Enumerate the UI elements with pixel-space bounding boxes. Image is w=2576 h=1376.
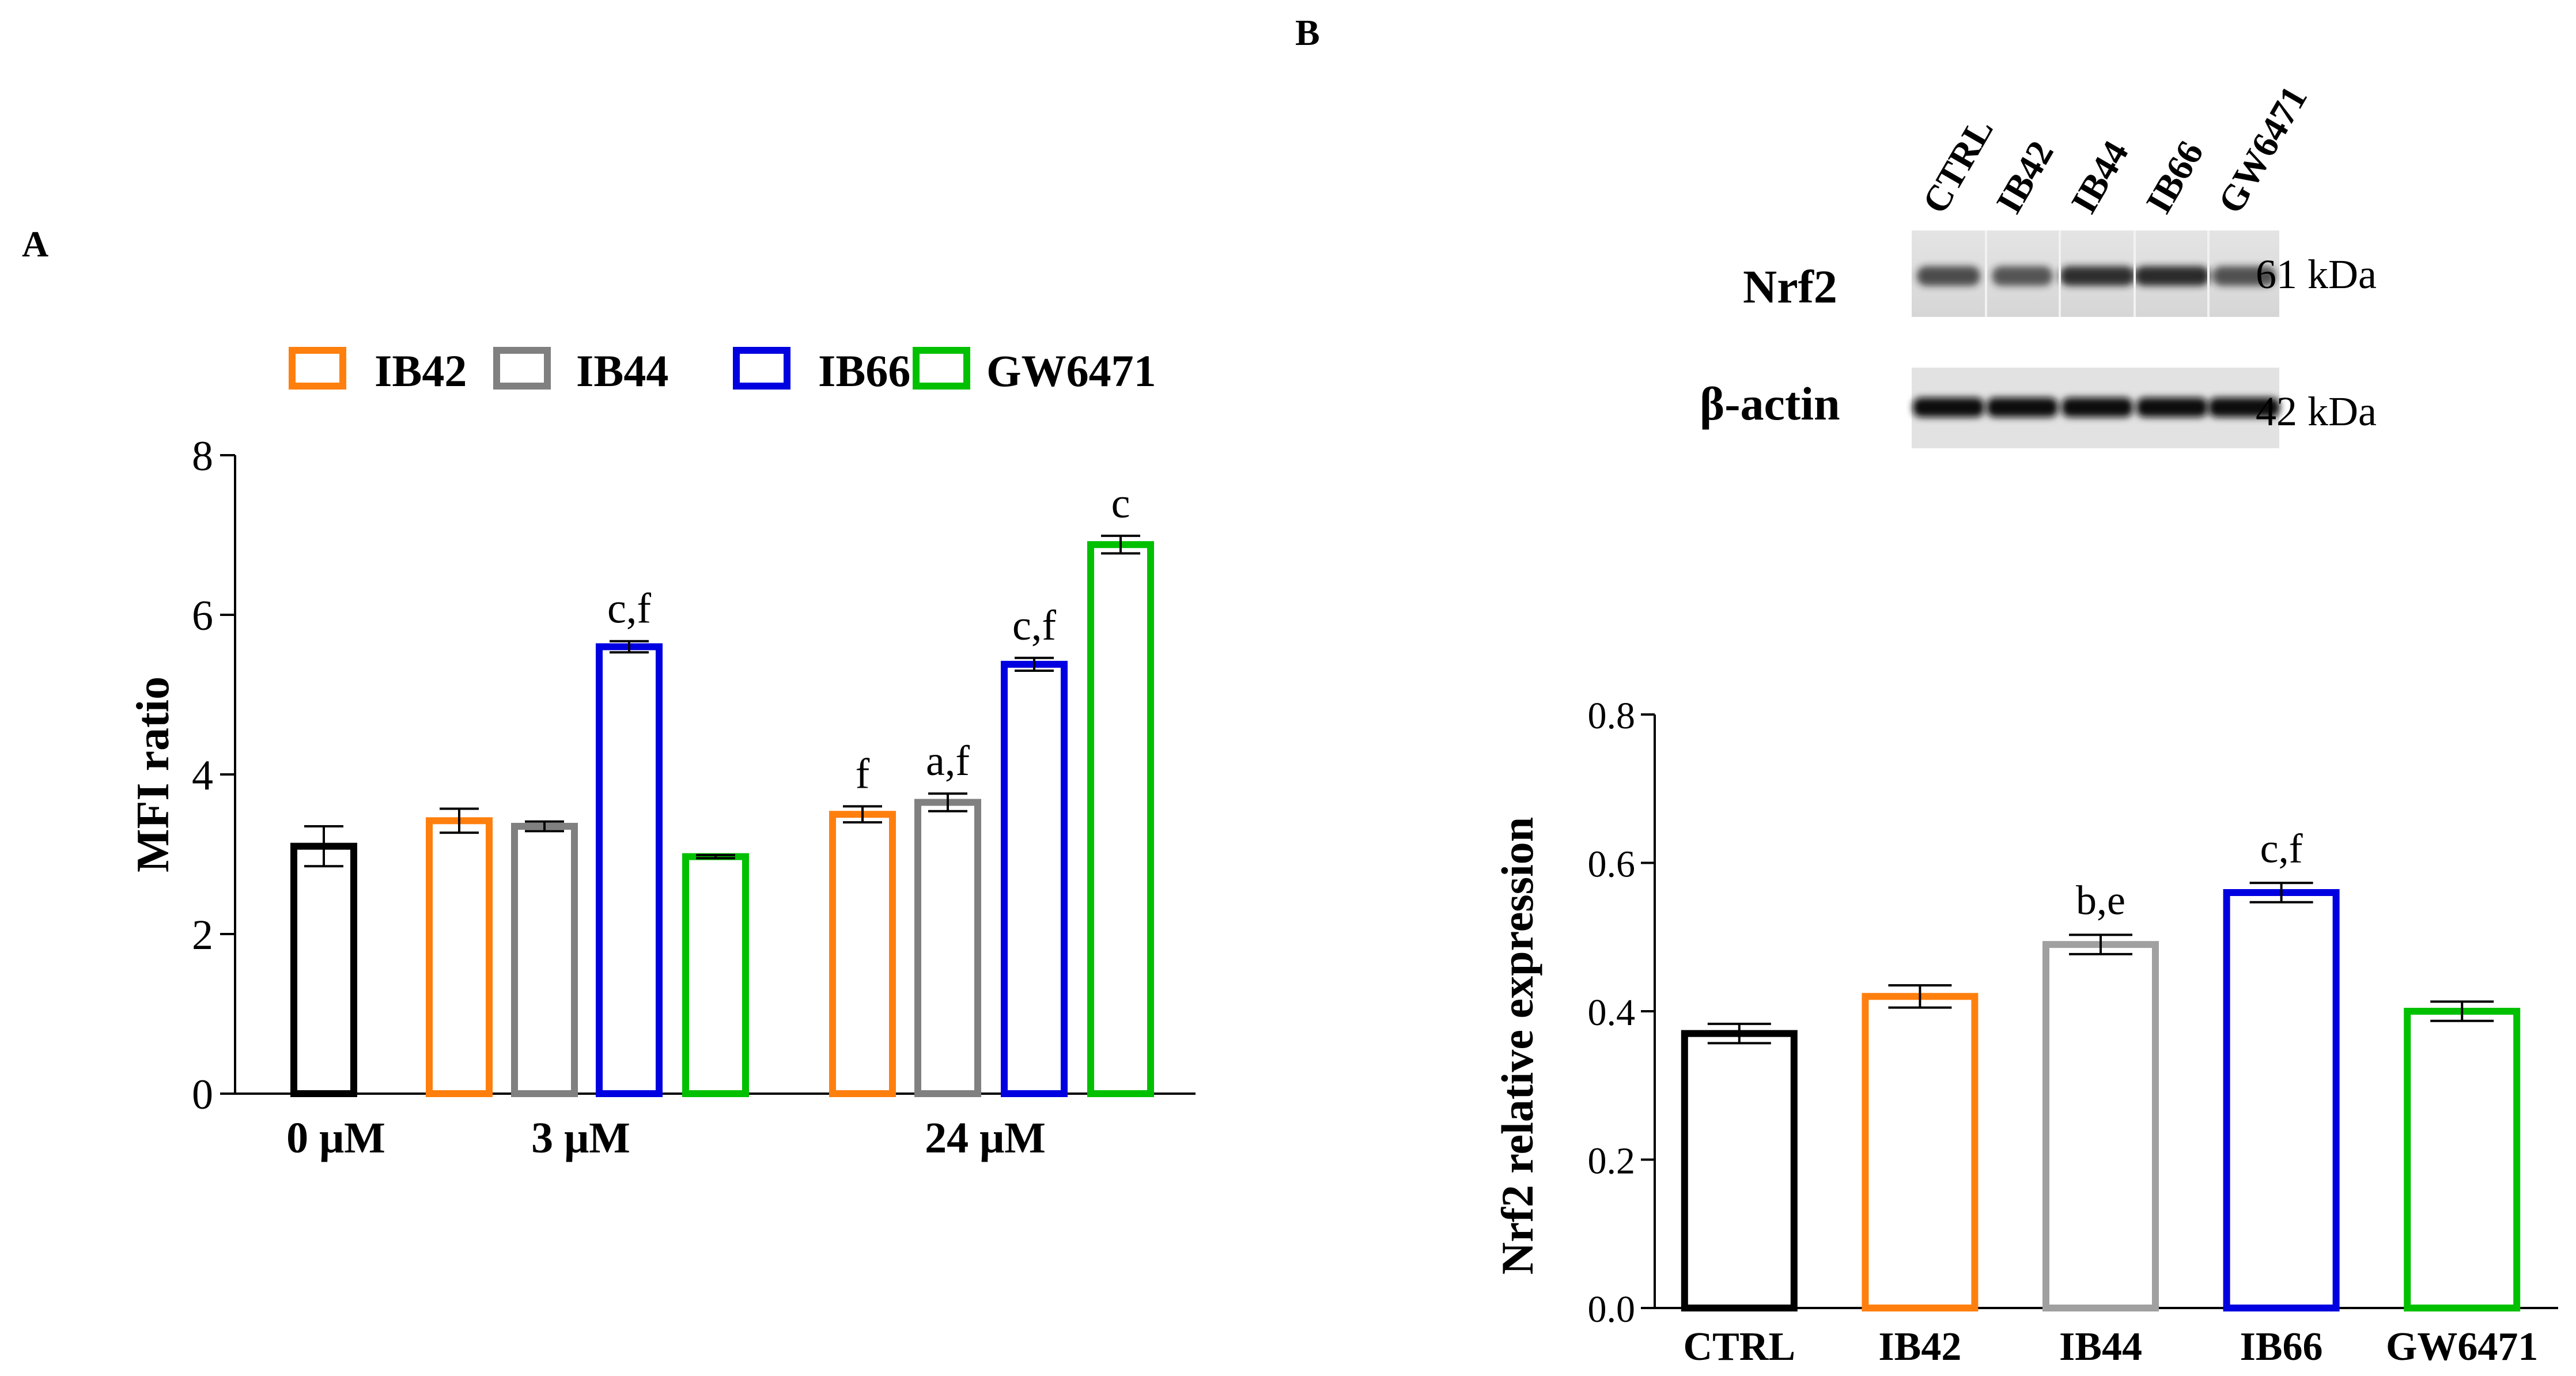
a-y-tick-label: 6	[192, 592, 213, 640]
blot-size-actin: 42 kDa	[2256, 388, 2377, 434]
a-bar-annotation: c,f	[607, 585, 651, 633]
a-bar-annotation: c,f	[1012, 602, 1056, 649]
a-y-axis-label: MFI ratio	[128, 676, 179, 872]
b-y-tick-label: 0.0	[1588, 1288, 1636, 1330]
a-bar-2-0	[829, 811, 896, 1097]
a-y-tick-label: 4	[192, 752, 213, 799]
b-x-tick-label: IB44	[2059, 1325, 2142, 1369]
blot-band-actin	[1913, 398, 1984, 417]
blot-row-label-actin: β-actin	[1700, 377, 1840, 430]
a-bar-2-1	[914, 799, 981, 1097]
b-x-tick-label: CTRL	[1684, 1325, 1795, 1369]
a-bar-1-0	[426, 817, 493, 1097]
b-x-tick-label: GW6471	[2386, 1325, 2538, 1369]
b-y-tick-label: 0.4	[1588, 992, 1636, 1034]
blot-lane-label: IB66	[2138, 134, 2211, 220]
a-bar-0-0	[290, 842, 357, 1098]
a-bar-1-3	[682, 853, 749, 1098]
a-bar-annotation: c	[1111, 480, 1130, 527]
b-bar-annotation: c,f	[2260, 825, 2303, 871]
a-group-label: 24 μM	[925, 1114, 1046, 1162]
b-y-tick-label: 0.6	[1588, 844, 1636, 886]
a-legend-label: GW6471	[986, 346, 1156, 396]
a-group-label: 0 μM	[286, 1114, 385, 1162]
b-bar-ib44	[2042, 941, 2159, 1311]
blot-band-nrf2	[2060, 266, 2135, 286]
blot-lane-label: GW6471	[2210, 79, 2315, 220]
b-x-tick-label: IB66	[2240, 1325, 2323, 1369]
blot-band-nrf2	[2135, 266, 2210, 286]
panel-b-chart: 0.0 0.2 0.4 0.6 0.8 Nrf2 relative expression C…	[1492, 695, 2558, 1369]
a-legend-swatch	[493, 347, 551, 390]
blot-band-nrf2	[2212, 266, 2276, 286]
a-y-tick-label: 2	[192, 912, 213, 959]
blot-size-nrf2: 61 kDa	[2256, 251, 2377, 297]
panel-a-chart: 0 2 4 6 8 MFI ratio 0 μM 3 μM c,f 24 μM f a,f c,f c IB…	[128, 346, 1196, 1162]
b-x-tick-label: IB42	[1878, 1325, 1961, 1369]
b-bar-annotation: b,e	[2076, 877, 2125, 923]
blot-band-nrf2	[1917, 266, 1980, 286]
b-y-axis-label: Nrf2 relative expression	[1492, 817, 1542, 1275]
a-bar-1-1	[511, 823, 578, 1098]
a-legend-swatch	[913, 347, 970, 390]
a-bar-2-2	[1001, 660, 1068, 1097]
blot-lane-label: IB44	[2063, 134, 2136, 220]
b-bar-ctrl	[1681, 1030, 1798, 1311]
a-y-tick-label: 8	[192, 433, 213, 480]
a-legend-swatch	[289, 347, 346, 390]
b-bar-ib66	[2223, 889, 2340, 1311]
b-bar-ib42	[1862, 993, 1979, 1311]
blot-band-actin	[2136, 398, 2208, 417]
blot-band-actin	[2208, 398, 2280, 417]
blot-band-actin	[1987, 398, 2058, 417]
a-y-tick-label: 0	[192, 1071, 213, 1118]
blot-band-nrf2	[1992, 266, 2053, 286]
panel-b-label: B	[1295, 12, 1320, 53]
a-bar-2-3	[1087, 541, 1154, 1097]
a-legend-swatch	[733, 347, 790, 390]
a-legend-label: IB66	[818, 346, 910, 396]
b-bar-gw6471	[2404, 1008, 2521, 1311]
panel-a-label: A	[22, 224, 48, 264]
b-y-tick-label: 0.2	[1588, 1140, 1636, 1182]
a-legend-label: IB42	[375, 346, 467, 396]
blot-row-label-nrf2: Nrf2	[1743, 260, 1837, 313]
blot-lane-label: IB42	[1988, 134, 2061, 220]
blot-band-actin	[2061, 398, 2133, 417]
b-y-tick-label: 0.8	[1588, 695, 1636, 737]
a-bar-annotation: a,f	[926, 738, 970, 785]
a-group-label: 3 μM	[531, 1114, 630, 1162]
blot-lane-label: CTRL	[1915, 111, 2001, 220]
a-bar-annotation: f	[856, 750, 870, 797]
a-bar-1-2	[596, 643, 663, 1097]
a-legend-label: IB44	[576, 346, 668, 396]
